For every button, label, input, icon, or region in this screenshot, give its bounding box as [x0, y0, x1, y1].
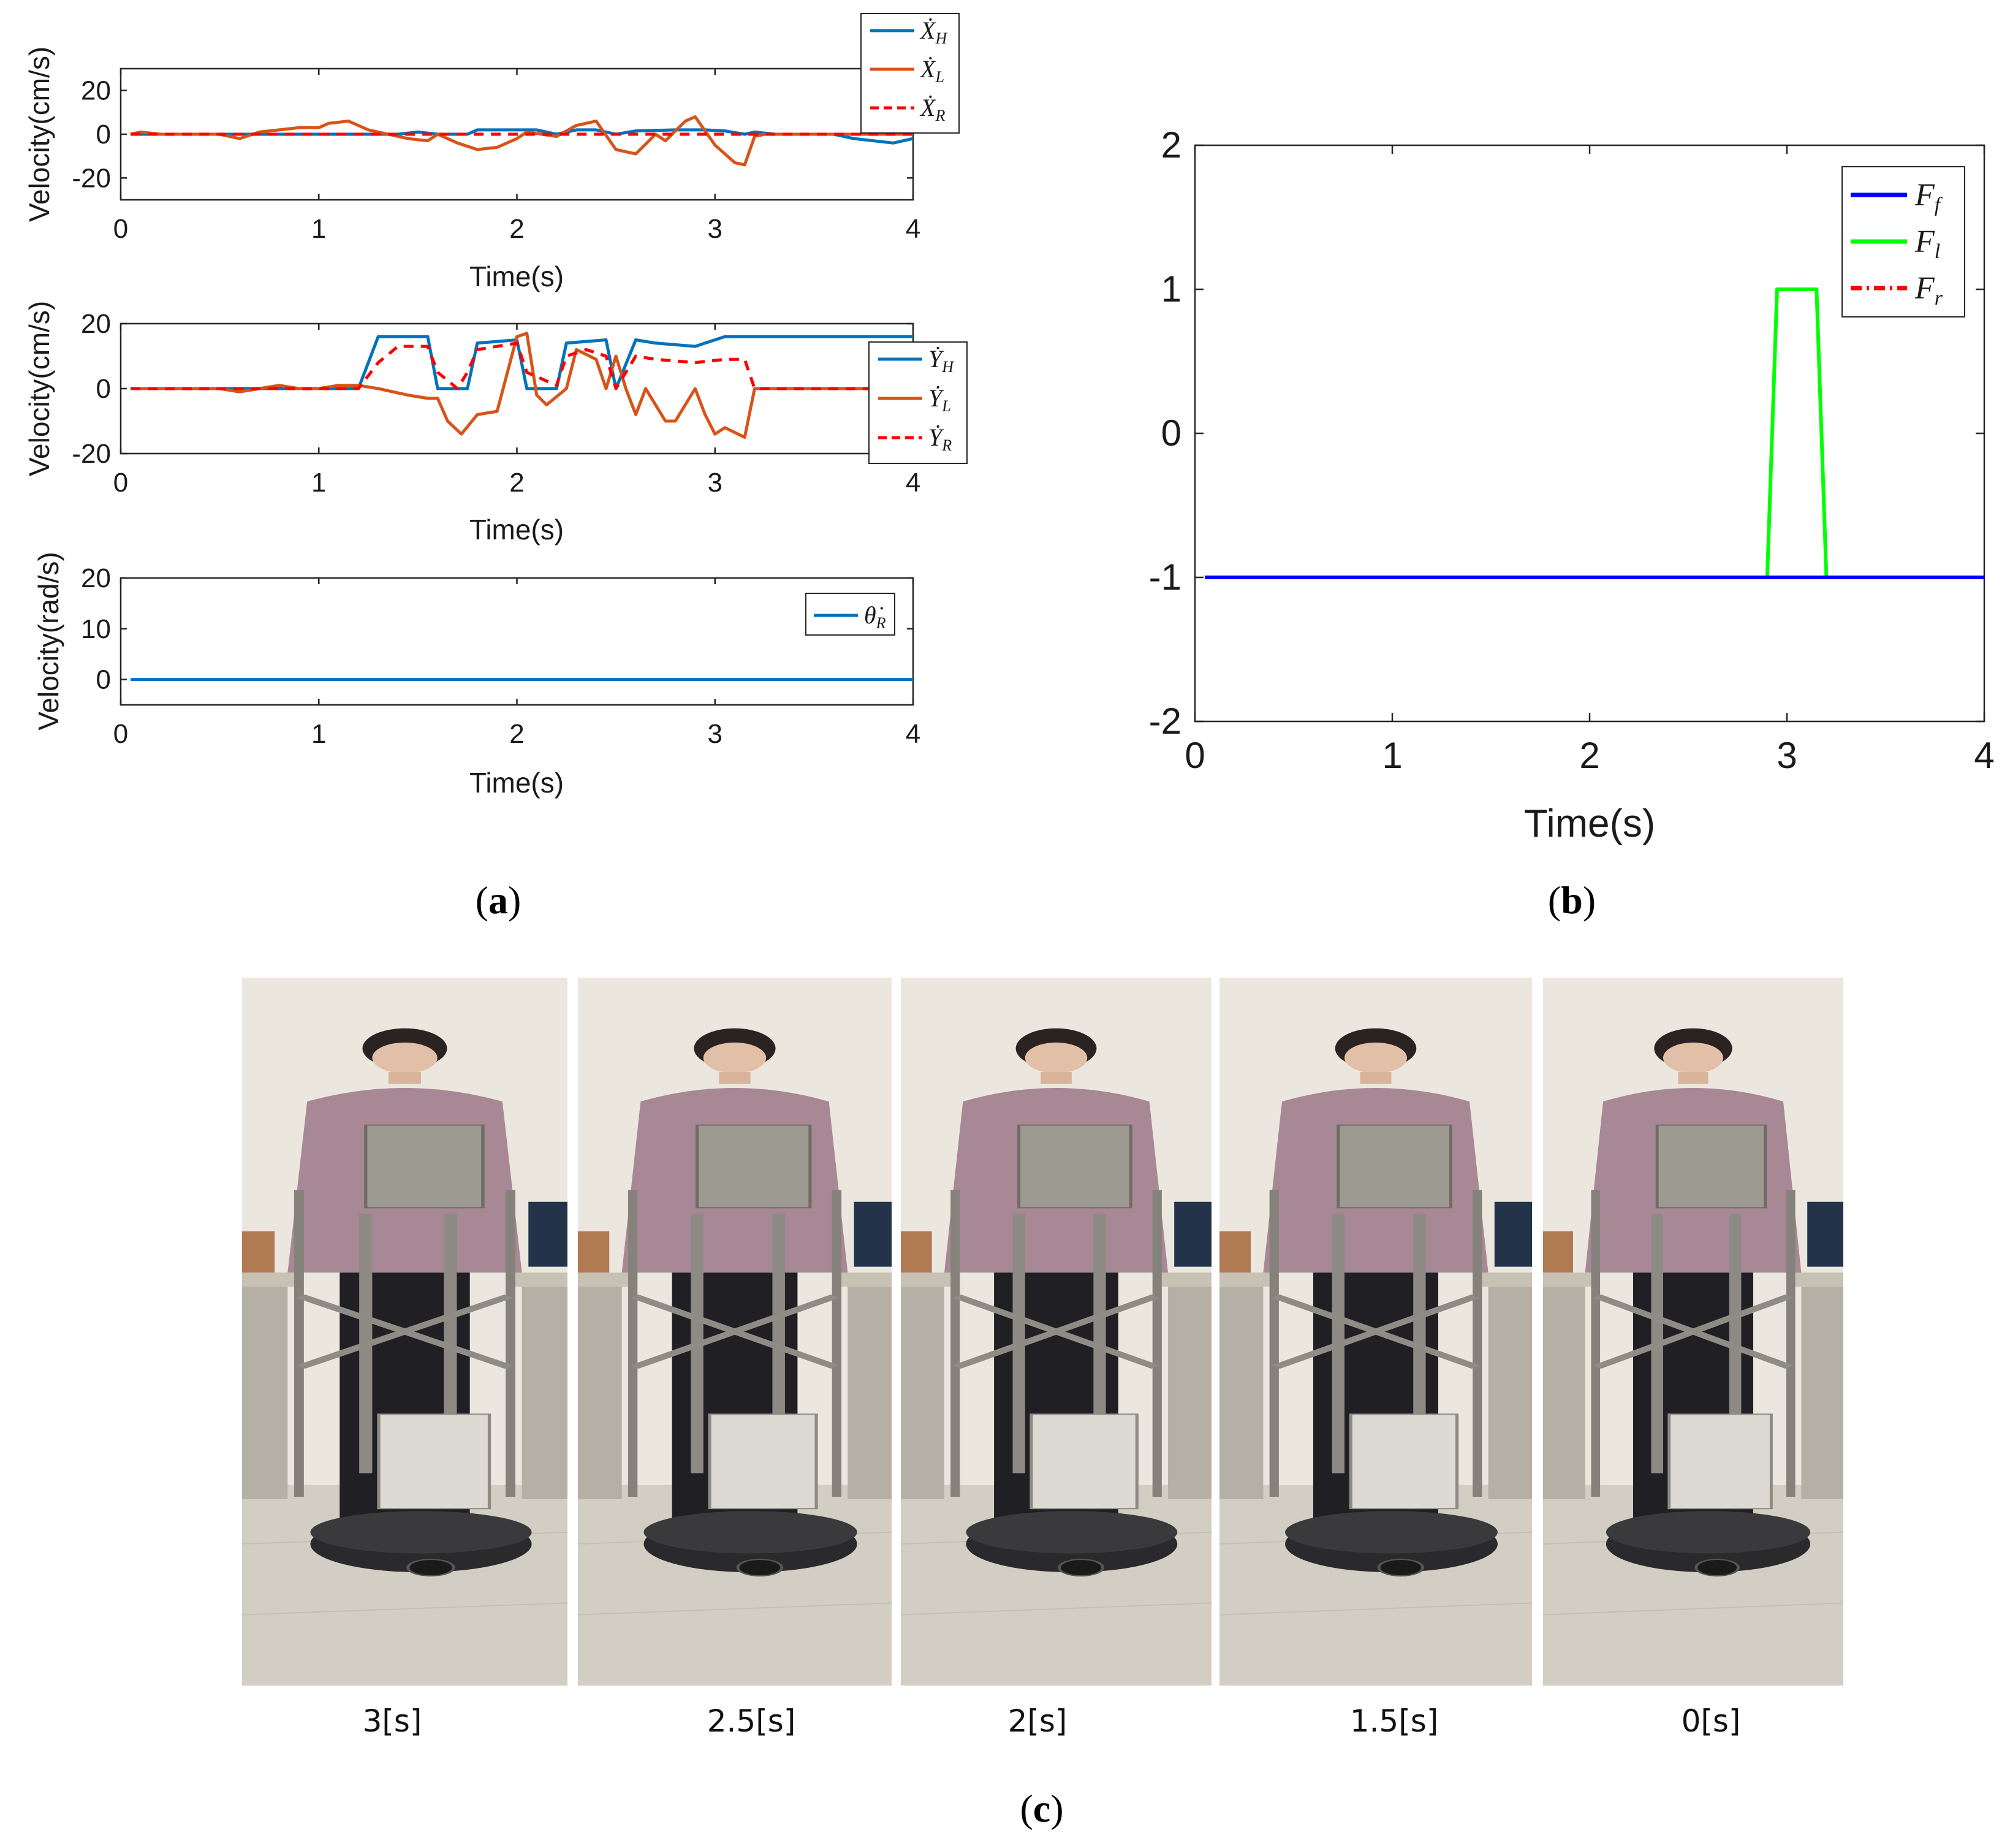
- x-tick-label: 2: [509, 468, 524, 498]
- x-tick-label: 0: [1185, 735, 1205, 776]
- y-axis-label: Velocity(cm/s): [23, 47, 55, 222]
- x-tick-label: 4: [1974, 735, 1994, 776]
- legend-label-F_l: Fl: [1914, 224, 1940, 263]
- x-tick-label: 3: [708, 719, 722, 749]
- y-tick-label: -20: [72, 439, 111, 469]
- x-tick-label: 1: [311, 468, 326, 498]
- y-tick-label: 2: [1161, 124, 1181, 165]
- photo-frame: [578, 978, 892, 1686]
- x-tick-label: 4: [906, 719, 920, 749]
- series-line-Y_H: [131, 335, 913, 390]
- photo-caption: 2.5[s]: [707, 1703, 796, 1739]
- y-axis-label: Velocity(cm/s): [23, 301, 55, 476]
- series-line-Y_R: [131, 341, 913, 390]
- photo-frame: [1219, 978, 1532, 1686]
- photo-frame: [901, 978, 1212, 1686]
- legend-label-X_L: ẊL: [919, 55, 944, 86]
- photo-caption: 3[s]: [363, 1703, 422, 1739]
- x-axis-label: Time(s): [469, 767, 564, 799]
- x-tick-label: 0: [113, 214, 128, 244]
- y-tick-label: -20: [72, 163, 111, 193]
- photo-caption: 1.5[s]: [1350, 1703, 1439, 1739]
- x-tick-label: 4: [906, 468, 920, 498]
- legend-label-Y_H: ẎH: [928, 345, 954, 376]
- y-axis-label: Velocity(rad/s): [32, 552, 64, 730]
- series-line-F_l: [1205, 287, 1984, 579]
- series-line-X_L: [130, 115, 913, 167]
- x-axis-label: Time(s): [469, 260, 564, 292]
- x-axis-label: Time(s): [1524, 801, 1655, 845]
- x-tick-label: 0: [113, 468, 128, 498]
- y-tick-label: 20: [81, 563, 111, 593]
- legend-box: [868, 341, 968, 464]
- y-tick-label: 0: [1161, 413, 1181, 454]
- chart-a3: 0 1 2 3 4 0 10 20 Time(s) Velocity(rad/s) θ̇R: [32, 552, 920, 799]
- y-tick-label: 20: [81, 309, 111, 339]
- panel-label-b: (b): [1548, 878, 1596, 922]
- x-tick-label: 0: [113, 719, 128, 749]
- x-tick-label: 4: [906, 214, 920, 244]
- x-tick-label: 1: [311, 214, 326, 244]
- y-tick-label: 10: [81, 614, 111, 644]
- photo-frame: [242, 978, 567, 1686]
- x-tick-label: 3: [708, 214, 722, 244]
- x-tick-label: 3: [708, 468, 722, 498]
- x-tick-label: 3: [1777, 735, 1797, 776]
- legend-label-F_r: Fr: [1914, 271, 1943, 310]
- y-tick-label: 1: [1161, 268, 1181, 310]
- x-tick-label: 2: [509, 719, 524, 749]
- y-tick-label: 20: [81, 76, 111, 106]
- legend-label-X_R: ẊR: [919, 94, 945, 124]
- legend-label-Y_L: ẎL: [928, 384, 951, 415]
- panel-label-c: (c): [1020, 1787, 1063, 1830]
- x-tick-label: 1: [1382, 735, 1402, 776]
- legend-box: [860, 13, 960, 134]
- y-tick-label: -1: [1149, 557, 1181, 598]
- x-tick-label: 2: [509, 214, 524, 244]
- legend-label-Y_R: ẎR: [928, 424, 952, 454]
- panel-label-a: (a): [476, 878, 521, 922]
- photo-frame: [1543, 978, 1843, 1686]
- x-tick-label: 1: [311, 719, 326, 749]
- x-tick-label: 2: [1579, 735, 1599, 776]
- legend: ẎH ẎL ẎR: [868, 341, 968, 464]
- photo-strip: 3[s] 2.5[s] 2[s] 1.5[s] 0[s]: [242, 978, 1843, 1739]
- series-line-Y_L: [131, 332, 913, 439]
- y-tick-label: 0: [96, 120, 111, 150]
- photo-caption: 2[s]: [1008, 1703, 1068, 1739]
- legend-label-X_H: ẊH: [919, 17, 947, 47]
- legend: ẊH ẊL ẊR: [860, 13, 960, 134]
- y-tick-label: -2: [1149, 701, 1181, 742]
- photo-caption: 0[s]: [1682, 1703, 1741, 1739]
- x-axis-label: Time(s): [469, 514, 564, 546]
- legend: θ̇R: [805, 593, 895, 636]
- y-tick-label: 0: [96, 665, 111, 695]
- plot-frame: [119, 577, 914, 706]
- y-tick-label: 0: [96, 374, 111, 404]
